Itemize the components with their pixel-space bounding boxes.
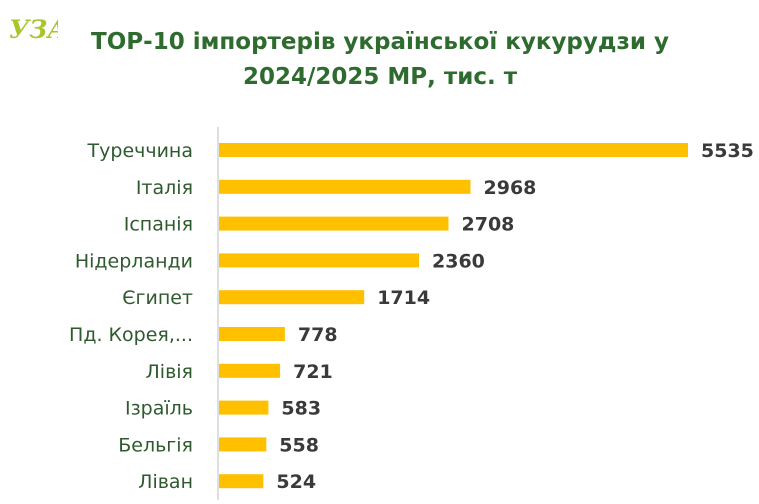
value-label: 721 [293, 361, 333, 383]
value-label: 2968 [484, 177, 537, 199]
bar [219, 179, 471, 194]
category-label: Лівія [146, 361, 193, 383]
category-label: Іспанія [124, 214, 193, 236]
logo: УЗА [9, 15, 58, 44]
bars-group: Туреччина 5535 Італія 2968 Іспанія 2708 Нідерл… [69, 140, 754, 493]
value-label: 1714 [377, 287, 430, 309]
category-label: Ліван [138, 471, 193, 493]
chart-title: ТОР-10 імпортерів української кукурудзи … [60, 25, 700, 95]
category-label: Італія [136, 177, 193, 199]
category-label: Єгипет [122, 287, 193, 309]
chart-title-line-1: ТОР-10 імпортерів української кукурудзи … [91, 29, 669, 55]
bar [219, 290, 365, 305]
value-label: 558 [279, 434, 319, 456]
value-label: 2360 [432, 250, 485, 272]
value-label: 2708 [462, 214, 515, 236]
bar [219, 400, 269, 415]
value-label: 583 [281, 398, 321, 420]
bar [219, 327, 285, 341]
value-label: 524 [276, 471, 316, 493]
bar [219, 253, 419, 268]
chart-title-line-2: 2024/2025 МР, тис. т [242, 64, 518, 90]
logo-text: УЗА [9, 15, 58, 44]
category-label: Туреччина [87, 140, 193, 162]
category-label: Бельгія [118, 434, 193, 456]
value-label: 778 [298, 324, 338, 346]
category-label: Нідерланди [75, 250, 193, 272]
bar [219, 474, 264, 489]
category-label: Ізраїль [125, 398, 193, 420]
bar [219, 216, 449, 231]
bar [219, 437, 267, 452]
category-label: Пд. Корея,... [69, 324, 193, 346]
value-label: 5535 [701, 140, 754, 162]
bar [219, 143, 688, 157]
bar [219, 363, 281, 378]
